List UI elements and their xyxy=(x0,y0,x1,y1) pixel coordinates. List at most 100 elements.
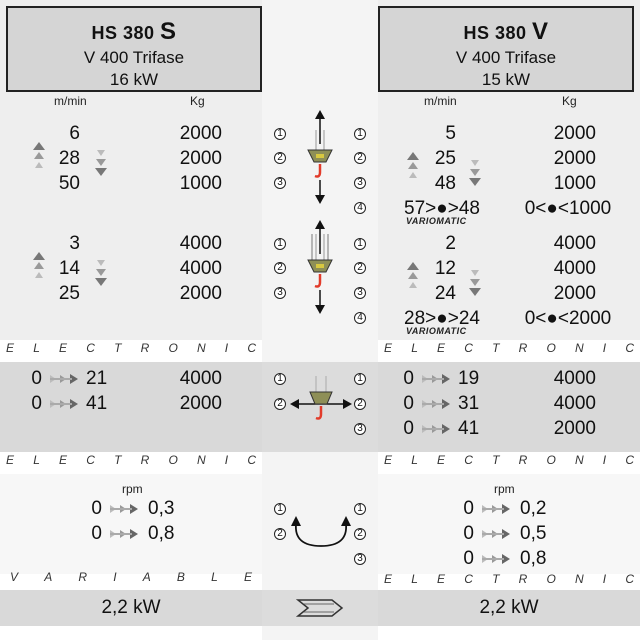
speed-number-3: 3 xyxy=(354,423,366,435)
speed-number-1: 1 xyxy=(274,373,286,385)
left-rot-from-1: 0 xyxy=(91,498,102,519)
up-arrows-icon xyxy=(33,252,45,278)
left-rpm-label: rpm xyxy=(122,482,143,496)
mid-footer-band xyxy=(262,590,378,626)
speed-number-3: 3 xyxy=(354,177,366,189)
right-tr-from-2: 0 xyxy=(403,393,414,414)
right-rot-to-2: 0,5 xyxy=(520,523,547,544)
right-column: HS 380 V V 400 Trifase 15 kW m/min Kg 5 … xyxy=(378,0,640,640)
left-unit-load: Kg xyxy=(190,94,205,108)
middle-column: 1 2 3 1 2 3 4 1 2 3 1 2 3 4 1 2 1 2 3 xyxy=(262,0,378,640)
speed-number-2: 2 xyxy=(354,262,366,274)
up-arrows-icon xyxy=(407,152,419,178)
right-b1-var-load: 0<●<1000 xyxy=(524,198,612,219)
right-trolley-band xyxy=(378,362,640,452)
right-tr-load-2: 4000 xyxy=(553,393,596,414)
right-b2-variomatic: VARIOMATIC xyxy=(406,326,467,336)
left-b2-speed-3: 25 xyxy=(58,283,80,304)
right-arrows-icon xyxy=(50,399,78,409)
right-b1-var-speed: 57>●>48 xyxy=(404,198,480,219)
trolley-travel-icon xyxy=(290,376,352,420)
left-tr-to-1: 21 xyxy=(86,368,108,389)
right-b2-load-1: 4000 xyxy=(553,233,596,254)
left-rot-from-2: 0 xyxy=(91,523,102,544)
left-b1-speed-1: 6 xyxy=(69,123,80,144)
left-tr-from-2: 0 xyxy=(31,393,42,414)
right-rpm-label: rpm xyxy=(494,482,515,496)
speed-number-2: 2 xyxy=(354,152,366,164)
left-tr-load-1: 4000 xyxy=(179,368,222,389)
right-b2-speed-1: 2 xyxy=(445,233,456,254)
hoist-double-fall-icon xyxy=(307,220,333,314)
left-voltage: V 400 Trifase xyxy=(83,48,185,67)
speed-number-4: 4 xyxy=(354,202,366,214)
right-power: 15 kW xyxy=(481,70,531,89)
right-tr-to-1: 19 xyxy=(458,368,480,389)
right-unit-speed: m/min xyxy=(424,94,457,108)
right-rot-from-2: 0 xyxy=(463,523,474,544)
left-b1-load-1: 2000 xyxy=(179,123,222,144)
up-arrows-icon xyxy=(33,142,45,168)
down-arrows-icon xyxy=(469,270,481,296)
up-arrows-icon xyxy=(407,262,419,288)
right-b2-load-3: 2000 xyxy=(553,283,596,304)
right-unit-load: Kg xyxy=(562,94,577,108)
speed-number-1: 1 xyxy=(274,238,286,250)
right-footer-band xyxy=(378,590,640,626)
right-b2-var-load: 0<●<2000 xyxy=(524,308,612,329)
speed-number-1: 1 xyxy=(354,373,366,385)
left-tr-to-2: 41 xyxy=(86,393,108,414)
right-arrows-icon xyxy=(482,554,510,564)
speed-number-1: 1 xyxy=(354,238,366,250)
right-footer-power: 2,2 kW xyxy=(479,597,539,618)
right-arrows-icon xyxy=(110,529,138,539)
right-rot-to-3: 0,8 xyxy=(520,548,547,569)
speed-number-2: 2 xyxy=(354,528,366,540)
speed-number-3: 3 xyxy=(354,287,366,299)
left-unit-speed: m/min xyxy=(54,94,87,108)
left-tr-load-2: 2000 xyxy=(179,393,222,414)
right-arrows-icon xyxy=(422,374,450,384)
speed-number-2: 2 xyxy=(274,398,286,410)
right-arrows-icon xyxy=(482,529,510,539)
right-b1-variomatic: VARIOMATIC xyxy=(406,216,467,226)
right-rotation-band xyxy=(378,474,640,574)
left-trolley-band xyxy=(0,362,262,452)
left-b2-load-1: 4000 xyxy=(179,233,222,254)
down-arrows-icon xyxy=(95,150,107,176)
speed-number-2: 2 xyxy=(274,528,286,540)
right-b1-speed-2: 25 xyxy=(434,148,456,169)
left-rot-to-2: 0,8 xyxy=(148,523,175,544)
right-arrows-icon xyxy=(422,424,450,434)
rotation-arrow-icon xyxy=(291,516,351,547)
slewing-drive-icon xyxy=(296,599,344,617)
left-b1-load-2: 2000 xyxy=(179,148,222,169)
left-model-title: HS 380 S xyxy=(91,18,177,45)
right-header-box: HS 380 V V 400 Trifase 15 kW xyxy=(378,6,634,92)
left-b2-load-3: 2000 xyxy=(179,283,222,304)
left-b2-speed-2: 14 xyxy=(58,258,80,279)
right-rot-from-3: 0 xyxy=(463,548,474,569)
left-b1-speed-2: 28 xyxy=(58,148,80,169)
right-b2-speed-3: 24 xyxy=(434,283,456,304)
right-tr-to-2: 31 xyxy=(458,393,480,414)
left-header-box: HS 380 S V 400 Trifase 16 kW xyxy=(6,6,262,92)
right-tr-to-3: 41 xyxy=(458,418,480,439)
right-tr-from-3: 0 xyxy=(403,418,414,439)
right-tr-load-3: 2000 xyxy=(553,418,596,439)
left-b1-speed-3: 50 xyxy=(58,173,80,194)
right-arrows-icon xyxy=(482,504,510,514)
right-b1-speed-3: 48 xyxy=(434,173,456,194)
speed-number-2: 2 xyxy=(274,262,286,274)
speed-number-1: 1 xyxy=(354,128,366,140)
left-footer-band xyxy=(0,590,262,626)
right-b2-load-2: 4000 xyxy=(553,258,596,279)
right-b1-load-3: 1000 xyxy=(553,173,596,194)
left-b2-load-2: 4000 xyxy=(179,258,222,279)
